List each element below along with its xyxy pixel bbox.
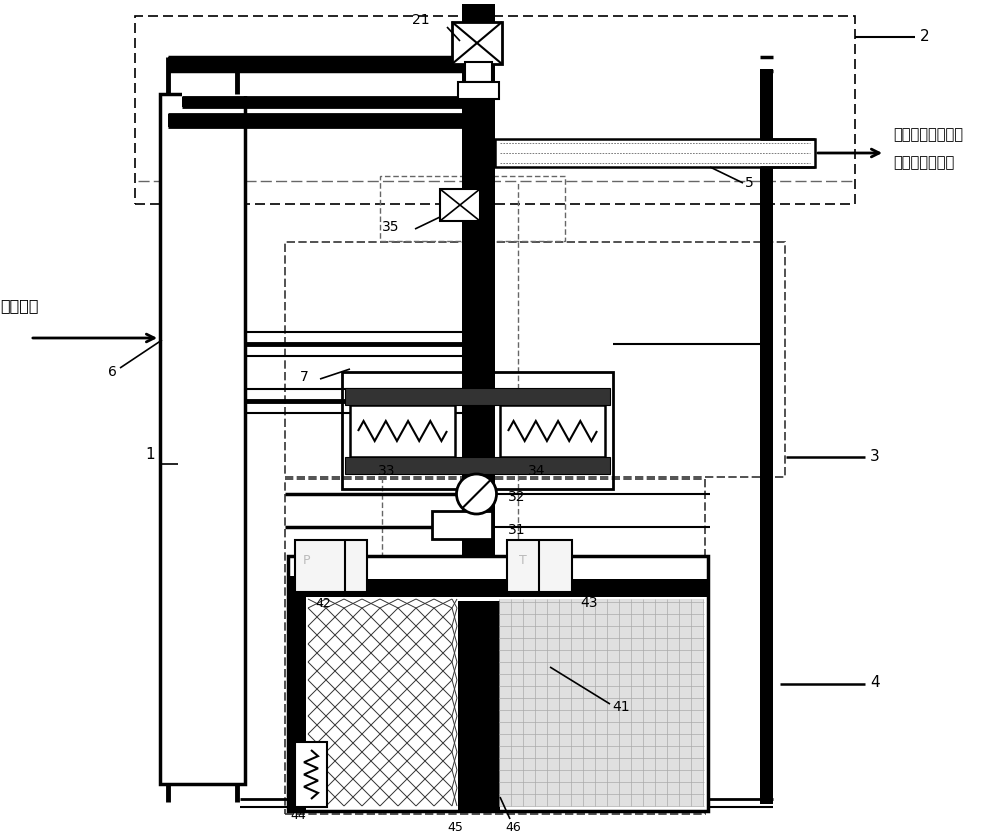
Bar <box>285 479 705 814</box>
Bar <box>160 94 245 784</box>
Bar <box>507 540 572 592</box>
Bar <box>465 62 492 82</box>
Bar <box>499 599 704 806</box>
Text: P: P <box>303 554 311 567</box>
Text: 7: 7 <box>300 370 309 384</box>
Bar <box>500 405 605 457</box>
Text: 46: 46 <box>505 821 521 834</box>
Bar <box>182 97 462 107</box>
Bar <box>350 405 455 457</box>
Bar <box>285 242 785 477</box>
Bar <box>380 176 565 241</box>
Text: 44: 44 <box>290 809 306 822</box>
Bar <box>345 457 610 474</box>
Bar <box>462 4 495 804</box>
Bar <box>495 139 815 167</box>
Text: 34: 34 <box>528 464 546 478</box>
Text: 21: 21 <box>412 13 430 27</box>
Bar <box>288 556 708 811</box>
Text: 43: 43 <box>580 596 598 610</box>
Bar <box>458 601 500 811</box>
Text: 出浓度的麻醉气: 出浓度的麻醉气 <box>893 155 954 170</box>
Bar <box>168 57 462 71</box>
Text: 3: 3 <box>870 449 880 464</box>
Bar <box>295 742 327 807</box>
Text: 35: 35 <box>382 220 400 234</box>
Bar <box>345 388 610 405</box>
Bar <box>342 372 613 489</box>
Text: 4: 4 <box>870 675 880 690</box>
Text: 41: 41 <box>612 700 630 714</box>
Text: 45: 45 <box>447 821 463 834</box>
Text: T: T <box>519 554 527 567</box>
Bar <box>288 579 708 597</box>
Text: 2: 2 <box>920 29 930 44</box>
Text: 33: 33 <box>378 464 396 478</box>
Bar <box>760 69 773 804</box>
Circle shape <box>457 474 497 514</box>
Text: 5: 5 <box>745 176 754 190</box>
Bar <box>135 16 855 204</box>
Text: 新鲜气体: 新鲜气体 <box>0 298 39 313</box>
Bar <box>168 114 462 127</box>
Bar <box>452 22 502 64</box>
Bar <box>462 139 495 167</box>
Bar <box>288 576 306 811</box>
Bar <box>432 511 492 539</box>
Bar <box>295 540 367 592</box>
Bar <box>182 71 461 96</box>
Text: 1: 1 <box>145 447 155 462</box>
Text: 31: 31 <box>508 523 526 537</box>
Bar <box>440 189 480 221</box>
Text: 6: 6 <box>108 365 117 379</box>
Bar <box>458 82 499 99</box>
Text: 具有吸入麻醉药输: 具有吸入麻醉药输 <box>893 127 963 142</box>
Text: 32: 32 <box>508 490 526 504</box>
Text: 42: 42 <box>315 597 331 610</box>
